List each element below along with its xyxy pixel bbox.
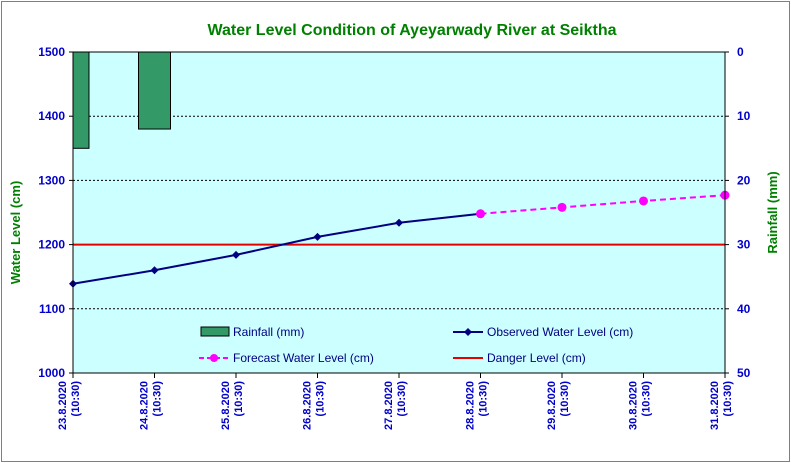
y-tick-label: 1300 xyxy=(38,173,65,187)
x-tick-label: 25.8.2020 xyxy=(220,381,232,430)
forecast-point xyxy=(476,209,485,219)
y2-tick-label: 30 xyxy=(737,238,751,252)
observed-line xyxy=(72,212,481,285)
x-tick-label: (10:30) xyxy=(478,381,490,417)
y-tick-label: 1500 xyxy=(38,45,65,59)
y2-tick-label: 40 xyxy=(737,302,751,316)
observed-point xyxy=(395,218,403,227)
legend-label: Danger Level (cm) xyxy=(487,351,586,365)
y2-tick-label: 10 xyxy=(737,109,751,123)
y2-tick-label: 0 xyxy=(737,45,744,59)
x-tick-label: (10:30) xyxy=(559,381,571,417)
x-tick-label: 28.8.2020 xyxy=(465,381,477,430)
forecast-point xyxy=(639,196,648,206)
forecast-point xyxy=(557,202,567,212)
chart-title: Water Level Condition of Ayeyarwady Rive… xyxy=(208,22,617,39)
x-tick-label: 30.8.2020 xyxy=(628,381,640,430)
y2-tick-label: 20 xyxy=(737,173,751,187)
observed-point xyxy=(313,232,322,241)
y2-axis-title: Rainfall (mm) xyxy=(765,171,780,253)
x-tick-label: 26.8.2020 xyxy=(302,381,314,430)
legend-label: Rainfall (mm) xyxy=(233,325,304,339)
y-tick-label: 1400 xyxy=(38,109,65,123)
y-tick-label: 1000 xyxy=(38,366,65,380)
x-tick-label: 29.8.2020 xyxy=(546,381,558,430)
x-tick-label: (10:30) xyxy=(396,381,408,417)
x-tick-label: (10:30) xyxy=(70,381,82,417)
rainfall-bar xyxy=(138,51,171,130)
x-tick-label: (10:30) xyxy=(315,381,327,417)
legend-marker xyxy=(464,328,472,336)
y-axis-title: Water Level (cm) xyxy=(8,181,23,285)
axes: 1000 1100 1200 1300 1400 1500 0 10 20 30 40 50 23.8.… xyxy=(38,45,750,430)
rainfall-bar xyxy=(72,51,90,149)
x-tick-label: 27.8.2020 xyxy=(383,381,395,430)
x-tick-label: 23.8.2020 xyxy=(57,381,69,430)
legend-marker xyxy=(210,354,218,362)
legend-swatch-rainfall xyxy=(200,326,230,337)
legend-label: Forecast Water Level (cm) xyxy=(233,351,374,365)
x-tick-label: 31.8.2020 xyxy=(709,381,721,430)
plot-area xyxy=(73,52,725,373)
forecast-line xyxy=(480,194,726,215)
legend: Rainfall (mm) Observed Water Level (cm) Fo… xyxy=(199,325,633,365)
y2-tick-label: 50 xyxy=(737,366,751,380)
x-tick-label: 24.8.2020 xyxy=(139,381,151,430)
y-tick-label: 1200 xyxy=(38,238,65,252)
x-tick-label: (10:30) xyxy=(722,381,734,417)
x-tick-label: (10:30) xyxy=(152,381,164,417)
x-tick-label: (10:30) xyxy=(233,381,245,417)
y-tick-label: 1100 xyxy=(39,302,65,316)
series-lines xyxy=(69,190,730,288)
observed-point xyxy=(232,250,240,259)
observed-point xyxy=(150,266,159,275)
x-tick-label: (10:30) xyxy=(641,381,653,417)
legend-label: Observed Water Level (cm) xyxy=(487,325,633,339)
